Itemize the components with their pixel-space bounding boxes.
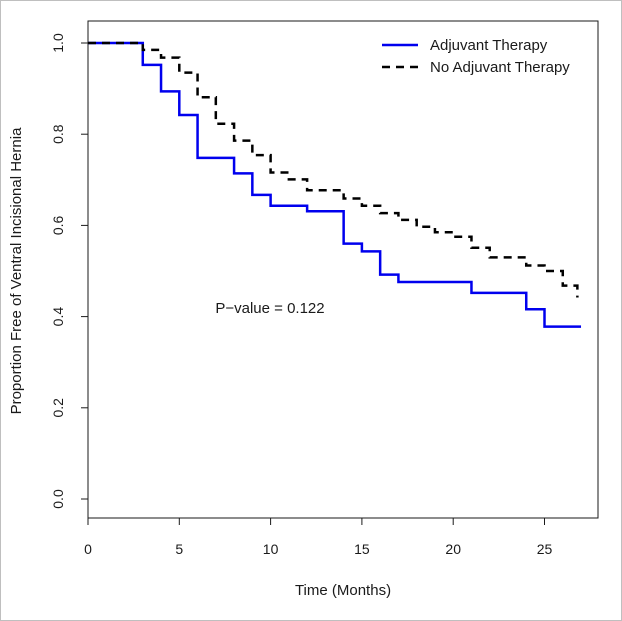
y-tick-label: 0.2 [50,398,66,418]
plot-area-border [87,20,599,519]
series-adjuvant-therapy-line [88,41,582,328]
legend: Adjuvant Therapy No Adjuvant Therapy [382,37,570,76]
legend-label-no-adjuvant: No Adjuvant Therapy [430,59,570,76]
y-tick-label: 0.0 [50,489,66,509]
y-tick-label: 1.0 [50,33,66,53]
x-tick-label: 20 [445,541,461,557]
y-tick-label: 0.4 [50,307,66,327]
x-tick-label: 0 [84,541,92,557]
x-tick-label: 10 [263,541,279,557]
series-layer [88,41,582,328]
p-value-annotation: P−value = 0.122 [215,300,324,317]
y-tick-label: 0.6 [50,215,66,235]
y-tick-label: 0.8 [50,124,66,144]
y-axis-title: Proportion Free of Ventral Incisional He… [8,127,25,414]
series-no-adjuvant-therapy-line [88,41,579,298]
x-axis-title: Time (Months) [295,582,391,599]
legend-label-adjuvant: Adjuvant Therapy [430,37,548,54]
x-axis: 0 5 10 15 20 25 [84,518,552,557]
x-tick-label: 15 [354,541,370,557]
y-axis: 0.0 0.2 0.4 0.6 0.8 1.0 [50,33,88,509]
x-tick-label: 5 [175,541,183,557]
x-tick-label: 25 [537,541,553,557]
